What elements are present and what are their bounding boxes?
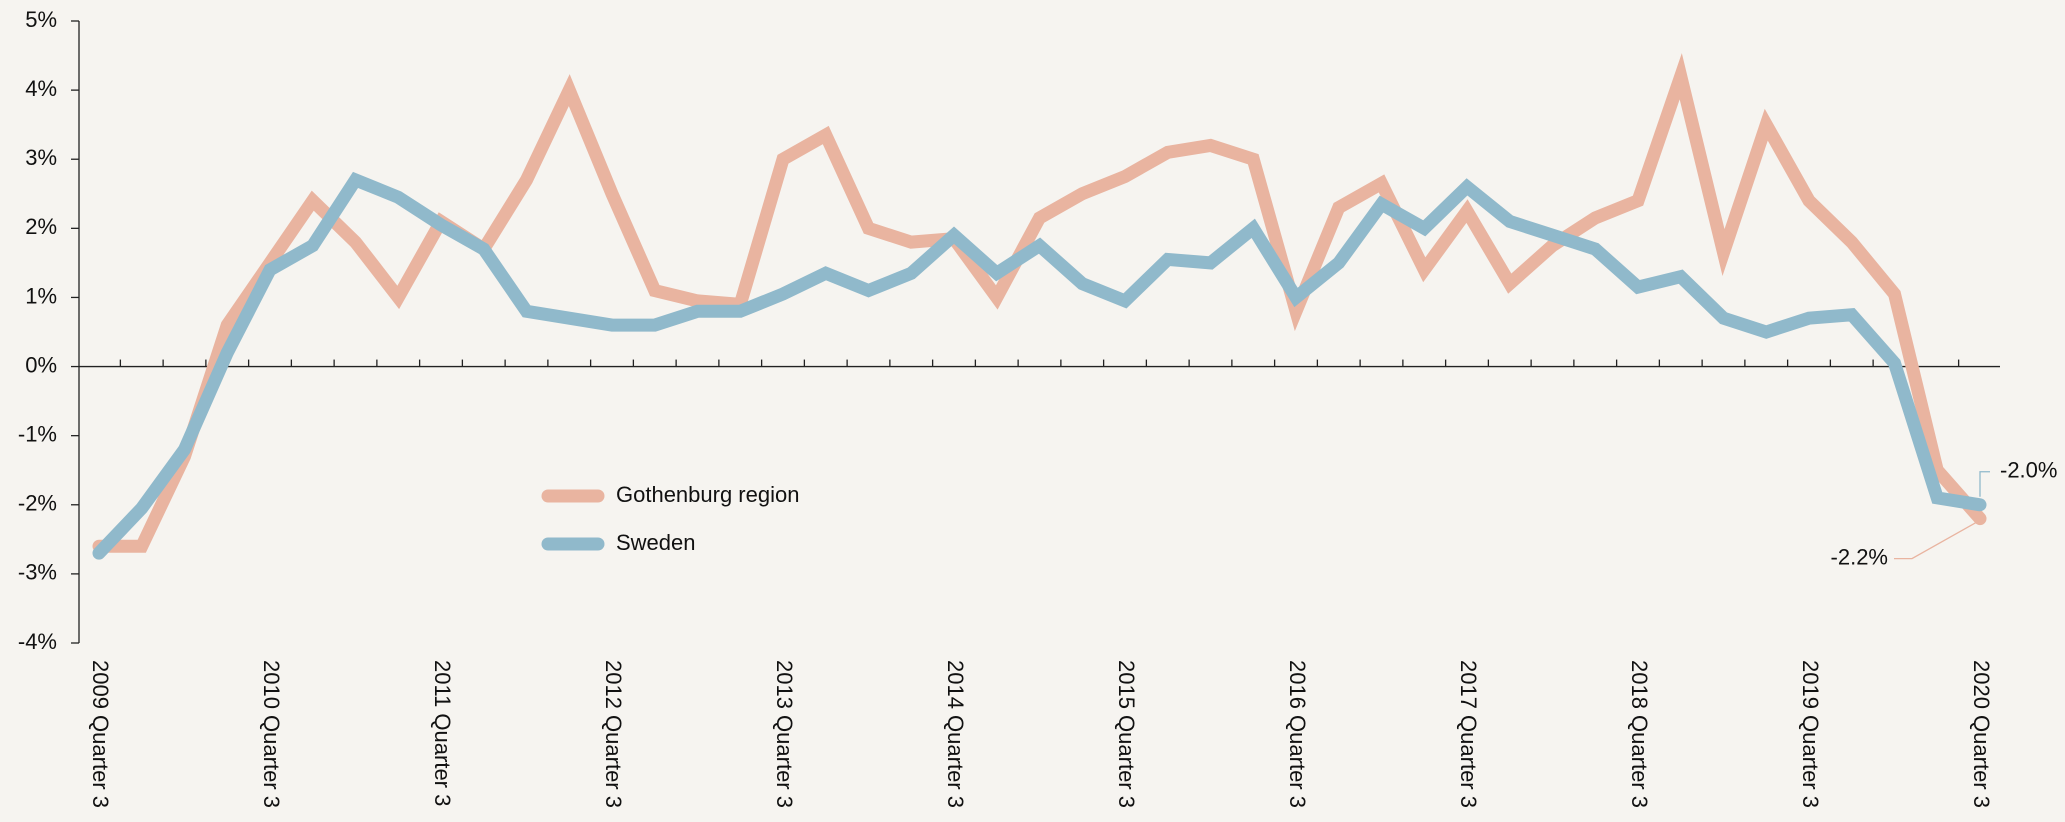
x-tick-label: 2009 Quarter 3	[88, 660, 113, 808]
series-line	[92, 171, 1987, 560]
x-tick-label: 2011 Quarter 3	[430, 660, 455, 806]
y-tick-label: 0%	[25, 352, 57, 377]
x-tick-label: 2010 Quarter 3	[259, 660, 284, 808]
x-tick-label: 2014 Quarter 3	[943, 660, 968, 808]
series-line	[92, 53, 1987, 553]
x-tick-label: 2017 Quarter 3	[1456, 660, 1481, 808]
y-tick-label: 4%	[25, 76, 57, 101]
legend-label: Gothenburg region	[616, 482, 799, 507]
legend-label: Sweden	[616, 530, 696, 555]
y-tick-label: 5%	[25, 7, 57, 32]
x-tick-label: 2018 Quarter 3	[1627, 660, 1652, 808]
y-tick-label: -3%	[18, 560, 57, 585]
y-tick-label: 3%	[25, 145, 57, 170]
y-tick-label: -4%	[18, 629, 57, 654]
x-tick-label: 2016 Quarter 3	[1285, 660, 1310, 808]
y-tick-label: -1%	[18, 421, 57, 446]
x-tick-label: 2012 Quarter 3	[601, 660, 626, 808]
x-tick-label: 2015 Quarter 3	[1114, 660, 1139, 808]
x-tick-label: 2013 Quarter 3	[772, 660, 797, 808]
x-tick-label: 2020 Quarter 3	[1969, 660, 1994, 808]
data-label: -2.0%	[2000, 458, 2057, 483]
y-tick-label: -2%	[18, 491, 57, 516]
data-label: -2.2%	[1831, 544, 1888, 569]
label-leader	[1894, 522, 1977, 560]
label-leader	[1979, 471, 1990, 497]
x-tick-label: 2019 Quarter 3	[1798, 660, 1823, 808]
y-tick-label: 2%	[25, 214, 57, 239]
y-tick-label: 1%	[25, 283, 57, 308]
legend: Gothenburg region Sweden	[541, 482, 799, 555]
